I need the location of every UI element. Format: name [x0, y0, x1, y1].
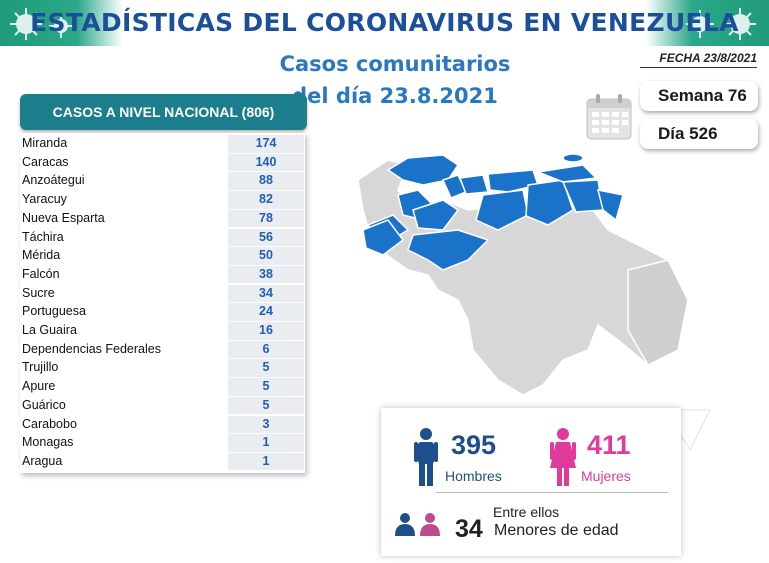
week-counter: Semana 76 [640, 81, 758, 111]
table-header: CASOS A NIVEL NACIONAL (806) [20, 94, 307, 130]
page-title: Casos comunitarios [279, 52, 511, 76]
state-name: Carabobo [22, 416, 77, 431]
children-icon [395, 513, 440, 536]
state-name: Miranda [22, 136, 68, 150]
state-name: Nueva Esparta [22, 210, 105, 225]
state-miranda [487, 169, 539, 193]
case-count: 140 [228, 153, 304, 172]
men-count: 395 [451, 430, 497, 460]
state-carabobo [458, 174, 489, 195]
case-count: 50 [228, 247, 304, 265]
case-count: 82 [228, 191, 304, 209]
table-row: Nueva Esparta 78 [20, 209, 305, 229]
table-row: Portuguesa 24 [20, 303, 305, 322]
state-name: Portuguesa [22, 304, 86, 319]
table-row: Yaracuy 82 [20, 191, 305, 210]
case-count: 88 [228, 172, 304, 190]
man-icon [414, 428, 438, 486]
table-row: Falcón 38 [20, 265, 305, 285]
state-apure [407, 229, 490, 271]
case-count: 16 [228, 322, 304, 340]
date-underline [640, 67, 757, 68]
state-name: Trujillo [22, 360, 59, 375]
table-row: Táchira 56 [20, 228, 305, 248]
state-name: Mérida [22, 248, 61, 263]
stats-divider [436, 492, 668, 493]
women-label: Mujeres [581, 468, 631, 484]
table-row: Carabobo 3 [20, 415, 305, 435]
minors-count: 34 [455, 515, 483, 543]
case-count: 24 [228, 303, 304, 321]
state-name: Guárico [22, 397, 66, 412]
cases-table: Miranda 174 Caracas 140 Anzoátegui 88 Yaracuy 8… [20, 133, 305, 473]
table-row: Monagas 1 [20, 434, 305, 453]
table-row: Aragua 1 [20, 452, 305, 472]
table-row: Caracas 140 [20, 153, 305, 173]
top-banner [0, 0, 769, 46]
virus-icon [10, 8, 73, 40]
case-count: 56 [228, 228, 304, 246]
state-name: Aragua [22, 453, 63, 468]
state-name: Táchira [22, 229, 64, 244]
case-count: 1 [228, 452, 304, 471]
table-row: Guárico 5 [20, 396, 305, 416]
page-subtitle: del día 23.8.2021 [292, 84, 498, 108]
minors-caption: Entre ellos [493, 504, 560, 520]
table-row: Sucre 34 [20, 284, 305, 304]
case-count: 5 [228, 359, 304, 377]
table-row: Dependencias Federales 6 [20, 340, 305, 360]
state-portuguesa [412, 199, 460, 231]
state-name: Anzoátegui [22, 173, 85, 188]
woman-icon [550, 428, 576, 486]
minors-label: Menores de edad [494, 522, 619, 539]
state-name: Sucre [22, 285, 55, 300]
men-label: Hombres [445, 468, 502, 484]
state-name: Caracas [22, 154, 69, 169]
calendar-icon [586, 94, 632, 140]
state-name: Yaracuy [22, 192, 67, 207]
table-row: Apure 5 [20, 378, 305, 397]
case-count: 5 [228, 396, 304, 415]
date-label: FECHA 23/8/2021 [659, 51, 757, 65]
table-row: Anzoátegui 88 [20, 172, 305, 191]
state-anzoategui [525, 179, 574, 226]
case-count: 3 [228, 415, 304, 433]
state-name: Apure [22, 379, 56, 394]
table-row: Mérida 50 [20, 247, 305, 266]
state-name: Monagas [22, 435, 74, 450]
state-guarico [475, 189, 529, 231]
women-count: 411 [587, 430, 631, 460]
case-count: 5 [228, 378, 304, 396]
case-count: 38 [228, 265, 304, 284]
case-count: 34 [228, 284, 304, 303]
virus-icon [686, 8, 756, 40]
state-tachira-merida [362, 219, 405, 256]
banner-title: ESTADÍSTICAS DEL CORONAVIRUS EN VENEZUEL… [30, 8, 739, 37]
table-row: Miranda 174 [20, 135, 305, 154]
day-counter: Día 526 [640, 119, 758, 149]
table-row: Trujillo 5 [20, 359, 305, 378]
state-falcon [386, 154, 460, 186]
state-nueva-esparta [562, 153, 584, 163]
case-count: 174 [228, 135, 304, 153]
venezuela-map [357, 153, 689, 395]
state-name: Dependencias Federales [22, 341, 161, 356]
state-delta [596, 189, 624, 222]
state-name: La Guaira [22, 323, 77, 337]
case-count: 78 [228, 209, 304, 228]
case-count: 6 [228, 340, 304, 359]
state-name: Falcón [22, 266, 60, 281]
case-count: 1 [228, 434, 304, 452]
state-sucre [535, 164, 598, 183]
table-row: La Guaira 16 [20, 322, 305, 341]
